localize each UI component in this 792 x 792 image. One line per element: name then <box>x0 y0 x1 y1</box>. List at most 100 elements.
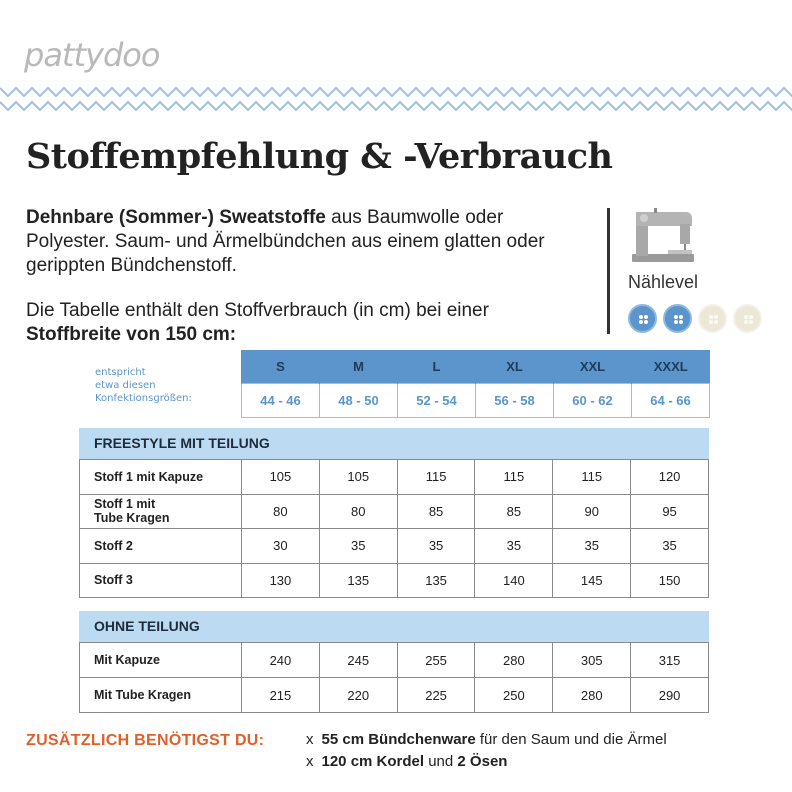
row-label: Mit Tube Kragen <box>79 677 242 713</box>
page-title: Stoffempfehlung & -Verbrauch <box>26 136 613 177</box>
row-label: Stoff 3 <box>79 562 242 598</box>
value-cell: 145 <box>552 562 632 598</box>
section-ohne-teilung: OHNE TEILUNG Mit Kapuze 240 245 255 280 … <box>79 611 709 713</box>
value-cell: 225 <box>396 677 476 713</box>
fabric-description: aus Baumwolle oder Polyester. Saum- und … <box>26 207 545 276</box>
value-cell: 85 <box>474 493 554 529</box>
row-label: Stoff 2 <box>79 528 242 564</box>
table-row: Stoff 3 130 135 135 140 145 150 <box>79 562 709 598</box>
item-bold: 2 Ösen <box>457 753 508 770</box>
level-divider <box>607 208 610 334</box>
item-bold: 55 cm Bündchenware <box>321 731 476 748</box>
value-cell: 35 <box>474 528 554 564</box>
section-title: FREESTYLE MIT TEILUNG <box>79 428 709 459</box>
value-cell: 255 <box>396 642 476 678</box>
fabric-type-bold: Dehnbare (Sommer-) Sweatstoffe <box>26 207 326 228</box>
value-cell: 280 <box>474 642 554 678</box>
item-text: für den Saum und die Ärmel <box>475 731 667 748</box>
value-cell: 140 <box>474 562 554 598</box>
value-cell: 35 <box>552 528 632 564</box>
table-row: Mit Kapuze 240 245 255 280 305 315 <box>79 642 709 678</box>
table-intro: Die Tabelle enthält den Stoffverbrauch (… <box>26 299 586 347</box>
size-cell: XXXL <box>631 350 710 383</box>
value-cell: 35 <box>318 528 398 564</box>
value-cell: 290 <box>630 677 709 713</box>
value-cell: 90 <box>552 493 632 529</box>
size-cell: S <box>241 350 320 383</box>
additional-item-2: x 120 cm Kordel und 2 Ösen <box>306 753 507 770</box>
value-cell: 105 <box>318 459 398 495</box>
value-cell: 250 <box>474 677 554 713</box>
additional-item-1: x 55 cm Bündchenware für den Saum und die… <box>306 731 667 748</box>
size-note-line: Konfektionsgrößen: <box>95 393 192 404</box>
item-bold: 120 cm Kordel <box>321 753 425 770</box>
sewing-level-indicator <box>628 304 762 333</box>
zigzag-divider <box>0 86 792 112</box>
table-row: Mit Tube Kragen 215 220 225 250 280 290 <box>79 677 709 713</box>
row-label: Stoff 1 mit Kapuze <box>79 459 242 495</box>
section-title: OHNE TEILUNG <box>79 611 709 642</box>
value-cell: 280 <box>552 677 632 713</box>
table-row: Stoff 1 mit Tube Kragen 80 80 85 85 90 95 <box>79 493 709 529</box>
value-cell: 30 <box>241 528 320 564</box>
value-cell: 135 <box>318 562 398 598</box>
konfektion-cell: 44 - 46 <box>241 382 320 418</box>
value-cell: 130 <box>241 562 320 598</box>
list-marker: x <box>306 731 314 748</box>
value-cell: 220 <box>318 677 398 713</box>
konfektion-cell: 60 - 62 <box>553 382 632 418</box>
section-freestyle: FREESTYLE MIT TEILUNG Stoff 1 mit Kapuze… <box>79 428 709 598</box>
value-cell: 105 <box>241 459 320 495</box>
size-note-line: entspricht <box>95 367 146 378</box>
size-cell: XXL <box>553 350 632 383</box>
additional-items-heading: ZUSÄTZLICH BENÖTIGST DU: <box>26 732 265 749</box>
konfektion-cell: 48 - 50 <box>319 382 398 418</box>
konfektion-cell: 64 - 66 <box>631 382 710 418</box>
value-cell: 240 <box>241 642 320 678</box>
level-button-icon-3 <box>698 304 727 333</box>
value-cell: 215 <box>241 677 320 713</box>
fabric-intro: Dehnbare (Sommer-) Sweatstoffe aus Baumw… <box>26 206 586 278</box>
value-cell: 95 <box>630 493 709 529</box>
table-intro-text: Die Tabelle enthält den Stoffverbrauch (… <box>26 300 489 321</box>
value-cell: 150 <box>630 562 709 598</box>
konfektion-cell: 52 - 54 <box>397 382 476 418</box>
size-cell: L <box>397 350 476 383</box>
value-cell: 80 <box>318 493 398 529</box>
fabric-width-bold: Stoffbreite von 150 cm: <box>26 324 237 345</box>
size-header-table: S M L XL XXL XXXL 44 - 46 48 - 50 52 - 5… <box>241 350 710 418</box>
table-row: Stoff 2 30 35 35 35 35 35 <box>79 528 709 564</box>
value-cell: 85 <box>396 493 476 529</box>
size-note-line: etwa diesen <box>95 380 156 391</box>
level-button-icon-2 <box>663 304 692 333</box>
size-row: S M L XL XXL XXXL <box>241 350 710 383</box>
value-cell: 115 <box>474 459 554 495</box>
fabric-usage-table: Stoff 1 mit Kapuze 105 105 115 115 115 1… <box>79 459 709 598</box>
size-cell: XL <box>475 350 554 383</box>
value-cell: 120 <box>630 459 709 495</box>
row-label: Mit Kapuze <box>79 642 242 678</box>
value-cell: 305 <box>552 642 632 678</box>
value-cell: 115 <box>396 459 476 495</box>
value-cell: 35 <box>396 528 476 564</box>
size-equivalence-note: entspricht etwa diesen Konfektionsgrößen… <box>95 366 235 405</box>
pattydoo-logo: pattydoo <box>24 36 160 74</box>
sewing-level-label: Nählevel <box>628 272 699 292</box>
konfektion-cell: 56 - 58 <box>475 382 554 418</box>
value-cell: 135 <box>396 562 476 598</box>
value-cell: 315 <box>630 642 709 678</box>
value-cell: 115 <box>552 459 632 495</box>
konfektion-row: 44 - 46 48 - 50 52 - 54 56 - 58 60 - 62 … <box>241 382 710 418</box>
table-row: Stoff 1 mit Kapuze 105 105 115 115 115 1… <box>79 459 709 495</box>
level-button-icon-4 <box>733 304 762 333</box>
value-cell: 80 <box>241 493 320 529</box>
list-marker: x <box>306 753 314 770</box>
value-cell: 245 <box>318 642 398 678</box>
row-label: Stoff 1 mit Tube Kragen <box>79 493 242 529</box>
level-button-icon-1 <box>628 304 657 333</box>
size-cell: M <box>319 350 398 383</box>
value-cell: 35 <box>630 528 709 564</box>
sewing-machine-icon <box>632 208 694 262</box>
item-text: und <box>424 753 458 770</box>
fabric-usage-table: Mit Kapuze 240 245 255 280 305 315 Mit T… <box>79 642 709 713</box>
